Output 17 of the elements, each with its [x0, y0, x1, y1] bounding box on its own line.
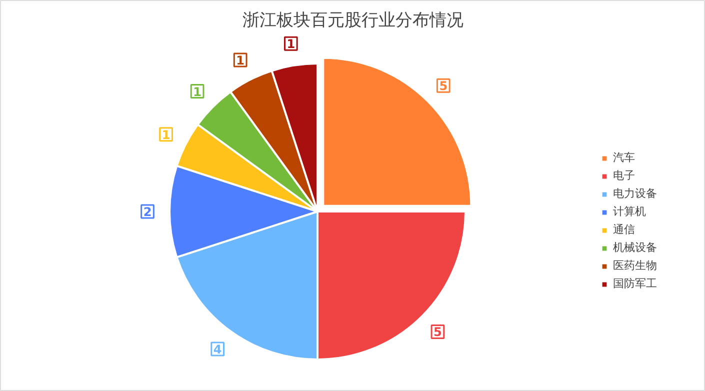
- legend-label: 医药生物: [613, 258, 657, 273]
- data-label: 5: [434, 325, 442, 340]
- data-label: 2: [143, 205, 152, 219]
- data-label: 1: [236, 54, 245, 68]
- legend-label: 机械设备: [613, 240, 657, 255]
- legend-label: 国防军工: [613, 276, 657, 291]
- data-label: 5: [439, 79, 448, 94]
- legend-label: 电子: [613, 168, 635, 183]
- legend-label: 通信: [613, 222, 635, 237]
- legend-label: 电力设备: [613, 186, 657, 201]
- legend-label: 计算机: [613, 204, 646, 219]
- data-label: 4: [213, 342, 222, 357]
- data-label: 1: [193, 84, 202, 99]
- legend-label: 汽车: [613, 150, 635, 165]
- data-label: 1: [286, 37, 296, 52]
- chart-title: 浙江板块百元股行业分布情况: [242, 10, 464, 30]
- data-label: 1: [162, 128, 170, 142]
